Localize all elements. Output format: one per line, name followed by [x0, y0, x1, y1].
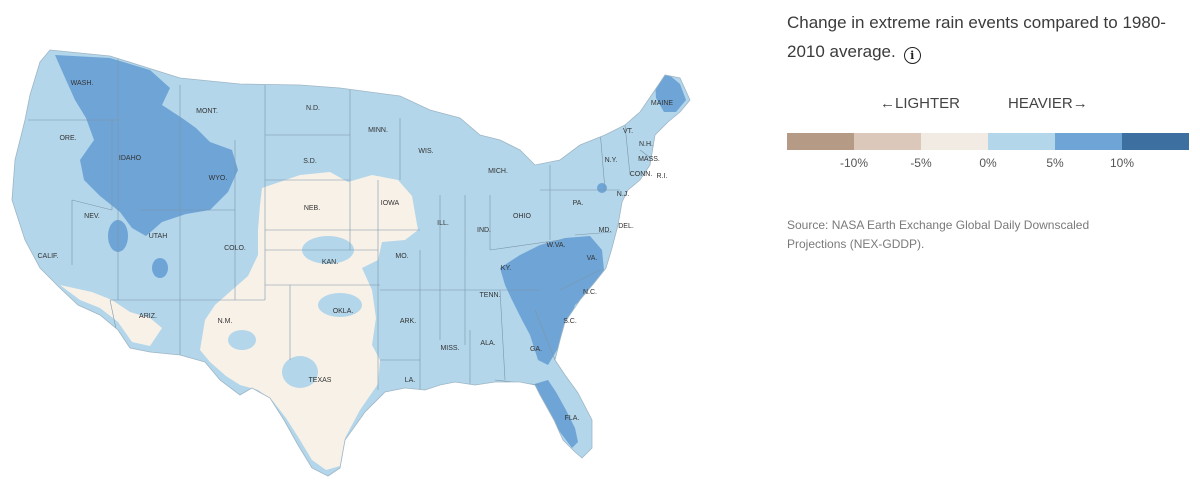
scale-tick-label: -5% [910, 156, 932, 170]
wet-region-maine [655, 74, 686, 112]
state-label: NEB. [304, 205, 320, 212]
wet-spot-utah [152, 258, 168, 278]
wet-spot-oklahoma [318, 293, 362, 317]
state-label: VT. [623, 128, 633, 135]
state-label: TEXAS [309, 377, 332, 384]
dry-region-great-plains [200, 172, 418, 470]
state-label: CALIF. [37, 253, 58, 260]
scale-tick-label: 5% [1046, 156, 1064, 170]
scale-tick-labels: -10% -5% 0% 5% 10% [787, 156, 1189, 172]
state-label: MO. [395, 253, 408, 260]
state-borders [28, 58, 661, 390]
lighter-label: ←LIGHTER [880, 95, 961, 112]
state-label: TENN. [480, 292, 501, 299]
state-label: N.M. [218, 318, 233, 325]
state-label: IDAHO [119, 155, 142, 162]
heavier-label: HEAVIER→ [1008, 95, 1088, 112]
state-label: DEL. [618, 223, 634, 230]
wet-spot-nm [228, 330, 256, 350]
state-label: ILL. [437, 220, 449, 227]
wet-region-southeast [500, 236, 604, 365]
scale-swatch-4 [1055, 133, 1122, 150]
scale-swatch-3 [988, 133, 1055, 150]
scale-swatch-1 [854, 133, 921, 150]
scale-tick-label: -10% [839, 156, 868, 170]
state-label: ALA. [480, 340, 495, 347]
state-label: W.VA. [547, 242, 566, 249]
state-label: IOWA [381, 200, 400, 207]
state-label: IND. [477, 227, 491, 234]
state-label: WYO. [209, 175, 228, 182]
scale-swatch-5 [1122, 133, 1189, 150]
state-labels: WASH. ORE. IDAHO MONT. WYO. NEV. UTAH CALIF. ARI… [37, 80, 673, 422]
state-label: PA. [573, 200, 584, 207]
state-label: MISS. [440, 345, 459, 352]
legend-title-text: Change in extreme rain events compared t… [787, 13, 1166, 61]
state-label: N.C. [583, 289, 597, 296]
state-label: N.D. [306, 105, 320, 112]
state-label: VA. [587, 255, 598, 262]
state-label: CONN. [630, 171, 653, 178]
border-lines-west [28, 58, 266, 355]
state-label: N.Y. [605, 157, 618, 164]
state-label: WIS. [418, 148, 433, 155]
state-label: S.C. [563, 318, 577, 325]
wet-spot-pa [597, 183, 607, 193]
info-icon[interactable]: i [903, 47, 921, 64]
state-label: MAINE [651, 100, 674, 107]
state-label: KAN. [322, 259, 338, 266]
state-label: ARK. [400, 318, 416, 325]
color-scale [787, 133, 1189, 150]
state-label: MASS. [638, 156, 660, 163]
state-label: GA. [530, 346, 542, 353]
state-label: NEV. [84, 213, 100, 220]
state-label: N.J. [617, 191, 630, 198]
state-label: ARIZ. [139, 313, 157, 320]
scale-tick-label: 10% [1109, 156, 1135, 170]
scale-swatch-0 [787, 133, 854, 150]
us-map: WASH. ORE. IDAHO MONT. WYO. NEV. UTAH CALIF. ARI… [11, 49, 691, 477]
source-note: Source: NASA Earth Exchange Global Daily… [787, 218, 1090, 251]
border-lines-central [265, 90, 440, 390]
state-label: KY. [501, 265, 511, 272]
state-label: OKLA. [333, 308, 354, 315]
state-label: ORE. [59, 135, 76, 142]
wet-spot-texas [282, 356, 318, 388]
state-label: MD. [599, 227, 612, 234]
state-label: FLA. [565, 415, 580, 422]
state-label: MINN. [368, 127, 388, 134]
wet-region-northwest [55, 55, 238, 236]
state-label: R.I. [657, 173, 668, 180]
state-label: WASH. [71, 80, 94, 87]
state-label: COLO. [224, 245, 246, 252]
state-label: UTAH [149, 233, 168, 240]
scale-tick-label: 0% [979, 156, 997, 170]
scale-swatch-2 [921, 133, 988, 150]
legend-panel: Change in extreme rain events compared t… [787, 8, 1187, 66]
dry-region-southwest [60, 285, 162, 346]
state-label: OHIO [513, 213, 531, 220]
state-label: LA. [405, 377, 416, 384]
state-label: MONT. [196, 108, 218, 115]
state-label: N.H. [639, 141, 653, 148]
border-lines-east [399, 118, 661, 386]
state-label: S.D. [303, 158, 317, 165]
state-label: MICH. [488, 168, 508, 175]
legend-title: Change in extreme rain events compared t… [787, 8, 1187, 66]
